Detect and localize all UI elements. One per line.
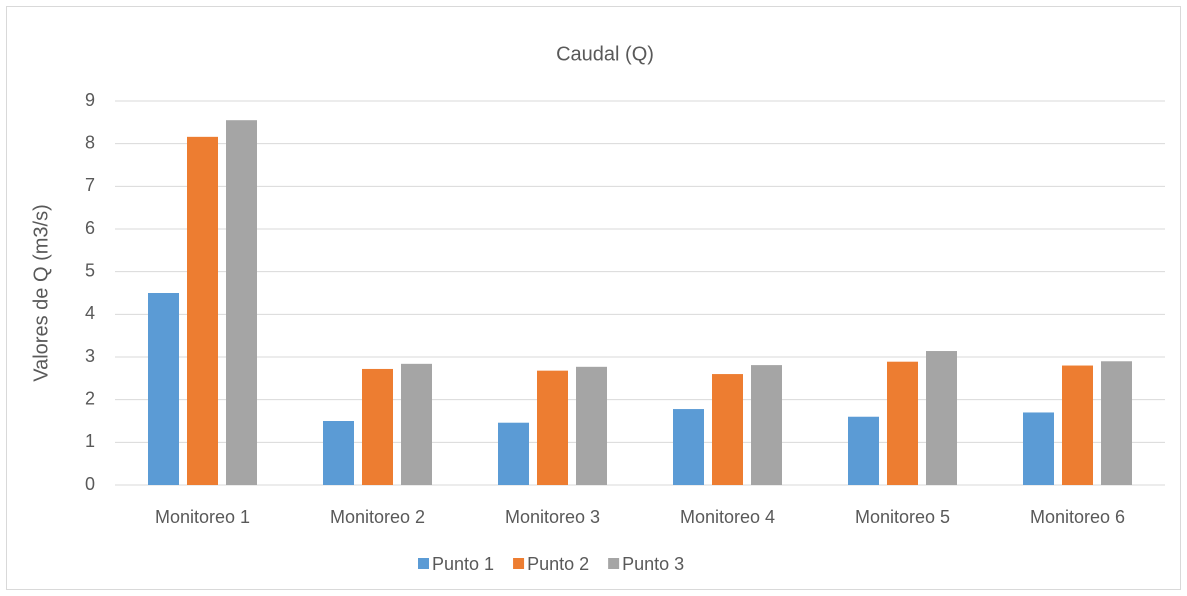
bar xyxy=(148,293,179,485)
legend-swatch xyxy=(608,558,620,569)
bar xyxy=(926,351,957,485)
bar xyxy=(673,409,704,485)
x-tick-label: Monitoreo 1 xyxy=(155,507,250,527)
bar xyxy=(187,136,218,485)
chart-title: Caudal (Q) xyxy=(556,43,654,65)
legend-label: Punto 3 xyxy=(622,554,684,574)
bar xyxy=(712,374,743,485)
legend-label: Punto 2 xyxy=(527,554,589,574)
bar xyxy=(576,366,607,485)
legend-label: Punto 1 xyxy=(432,554,494,574)
y-tick-label: 1 xyxy=(85,431,95,451)
bar xyxy=(751,365,782,485)
y-axis-label: Valores de Q (m3/s) xyxy=(30,204,52,381)
y-tick-label: 2 xyxy=(85,388,95,408)
bar xyxy=(498,422,529,485)
x-tick-label: Monitoreo 6 xyxy=(1030,507,1125,527)
y-tick-label: 8 xyxy=(85,132,95,152)
y-tick-label: 6 xyxy=(85,218,95,238)
bar xyxy=(1023,412,1054,485)
bar xyxy=(323,421,354,485)
y-tick-label: 5 xyxy=(85,260,95,280)
y-tick-label: 7 xyxy=(85,175,95,195)
bar xyxy=(887,361,918,485)
y-tick-label: 4 xyxy=(85,303,95,323)
x-tick-label: Monitoreo 2 xyxy=(330,507,425,527)
x-tick-label: Monitoreo 4 xyxy=(680,507,775,527)
bar xyxy=(362,368,393,485)
bar xyxy=(848,416,879,485)
x-tick-label: Monitoreo 3 xyxy=(505,507,600,527)
bar xyxy=(401,363,432,485)
chart-frame xyxy=(6,6,1181,590)
legend-swatch xyxy=(513,558,525,569)
y-tick-label: 0 xyxy=(85,474,95,494)
bar xyxy=(1101,361,1132,485)
bar xyxy=(537,370,568,485)
bar xyxy=(1062,365,1093,485)
legend-swatch xyxy=(418,558,429,569)
y-tick-label: 9 xyxy=(85,90,95,110)
x-tick-label: Monitoreo 5 xyxy=(855,507,950,527)
bar xyxy=(226,120,257,485)
y-tick-label: 3 xyxy=(85,346,95,366)
